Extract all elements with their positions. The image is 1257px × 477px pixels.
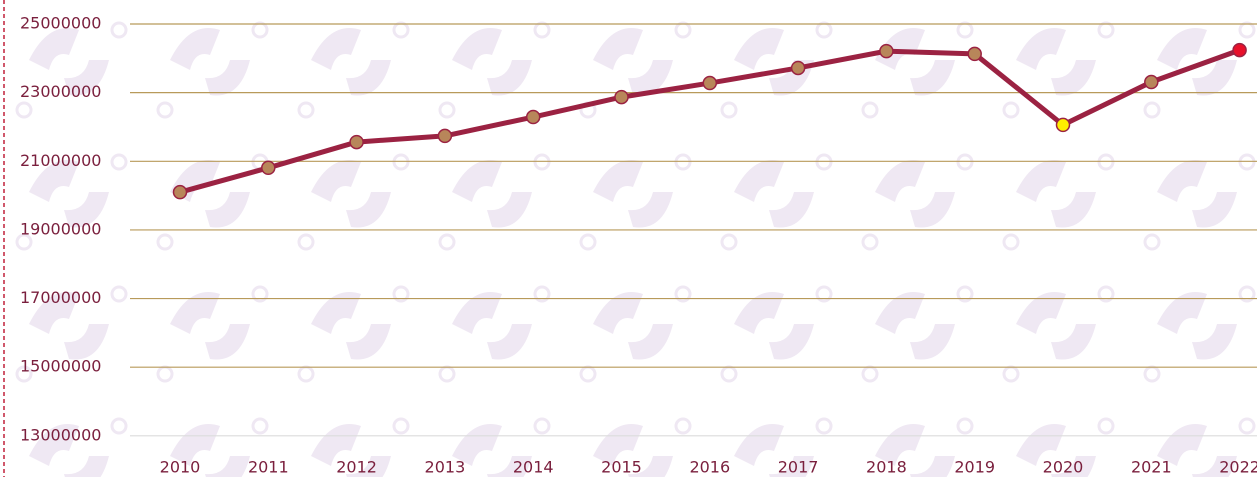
y-tick-label: 19000000: [20, 219, 101, 238]
x-tick-label: 2012: [336, 458, 377, 477]
y-tick-label: 21000000: [20, 151, 101, 170]
x-tick-label: 2019: [954, 458, 995, 477]
data-point: [525, 109, 541, 125]
data-point: [702, 75, 718, 91]
x-tick-label: 2014: [513, 458, 554, 477]
x-tick-label: 2021: [1131, 458, 1172, 477]
data-point: [1055, 117, 1071, 133]
data-point: [879, 43, 894, 59]
x-tick-label: 2015: [601, 458, 642, 477]
x-tick-label: 2010: [160, 458, 201, 477]
data-point: [967, 46, 982, 62]
y-tick-label: 13000000: [20, 425, 101, 444]
data-point: [790, 60, 806, 76]
x-tick-label: 2020: [1043, 458, 1084, 477]
data-point: [1232, 42, 1247, 58]
data-point: [1144, 74, 1159, 90]
data-point: [261, 160, 276, 176]
x-tick-label: 2011: [248, 458, 289, 477]
y-tick-label: 25000000: [20, 14, 101, 33]
data-point: [349, 134, 364, 150]
x-tick-label: 2017: [778, 458, 819, 477]
y-tick-label: 15000000: [20, 357, 101, 376]
data-point: [614, 89, 629, 105]
x-tick-label: 2018: [866, 458, 907, 477]
x-tick-label: 2016: [689, 458, 730, 477]
data-point: [172, 184, 188, 200]
x-tick-label: 2022: [1219, 458, 1257, 477]
data-point: [437, 128, 453, 144]
y-tick-label: 23000000: [20, 82, 101, 101]
x-tick-label: 2013: [425, 458, 466, 477]
y-tick-label: 17000000: [20, 288, 101, 307]
